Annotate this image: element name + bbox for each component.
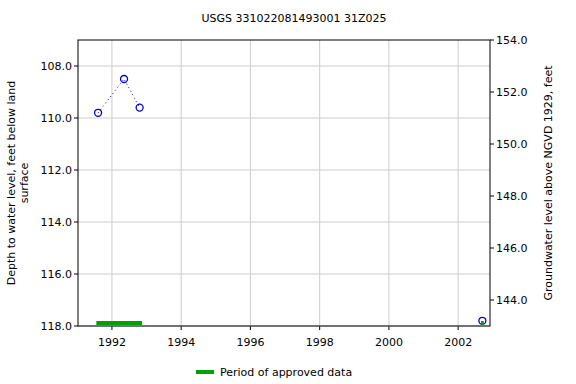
grid-line: [250, 40, 251, 326]
title: USGS 331022081493001 31Z025: [201, 12, 386, 25]
tick-label: 1996: [236, 336, 264, 349]
tick-label: 110.0: [41, 112, 73, 125]
tick: [74, 326, 78, 327]
approved-period: [481, 321, 484, 325]
tick: [490, 144, 494, 145]
data-point: [121, 76, 128, 83]
grid-line: [78, 222, 490, 223]
tick-label: 150.0: [496, 138, 528, 151]
tick: [74, 274, 78, 275]
chart: USGS 331022081493001 31Z025 1992 1994 1996 1…: [0, 0, 576, 384]
grid-line: [78, 274, 490, 275]
grid-line: [458, 40, 459, 326]
tick: [490, 92, 494, 93]
legend-swatch: [196, 370, 214, 374]
grid-line: [388, 40, 389, 326]
tick: [74, 118, 78, 119]
grid-line: [319, 40, 320, 326]
tick: [319, 326, 320, 330]
data-point: [95, 109, 102, 116]
approved-period: [96, 321, 142, 325]
tick: [74, 170, 78, 171]
tick-label: 1998: [306, 336, 334, 349]
data-point: [136, 104, 143, 111]
tick-label: 116.0: [41, 268, 73, 281]
data-line: [98, 79, 140, 113]
tick-label: 114.0: [41, 216, 73, 229]
tick-label: 148.0: [496, 190, 528, 203]
tick: [74, 66, 78, 67]
grid-line: [111, 40, 112, 326]
tick: [181, 326, 182, 330]
tick-label: 108.0: [41, 60, 73, 73]
legend-label: Period of approved data: [220, 366, 352, 379]
y-axis-label: surface: [18, 162, 31, 203]
tick: [388, 326, 389, 330]
plot-area: [95, 76, 486, 325]
tick-label: 2002: [444, 336, 472, 349]
tick-label: 1992: [98, 336, 126, 349]
tick-label: 2000: [375, 336, 403, 349]
y-axis-label: Depth to water level, feet below land: [5, 81, 18, 286]
tick: [458, 326, 459, 330]
tick-label: 146.0: [496, 242, 528, 255]
tick-label: 144.0: [496, 294, 528, 307]
grid-line: [78, 66, 490, 67]
tick: [490, 40, 494, 41]
data-point: [479, 317, 486, 324]
tick-label: 1994: [167, 336, 195, 349]
grid-line: [78, 170, 490, 171]
grid-line: [78, 118, 490, 119]
y2-axis-label: Groundwater level above NGVD 1929, feet: [542, 65, 555, 301]
tick-label: 118.0: [41, 320, 73, 333]
grid-line: [181, 40, 182, 326]
tick: [250, 326, 251, 330]
plot-frame: [78, 40, 490, 326]
tick-label: 154.0: [496, 34, 528, 47]
tick: [490, 300, 494, 301]
tick-label: 152.0: [496, 86, 528, 99]
tick-label: 112.0: [41, 164, 73, 177]
tick: [490, 196, 494, 197]
tick: [74, 222, 78, 223]
tick: [490, 248, 494, 249]
background: [0, 0, 576, 384]
tick: [111, 326, 112, 330]
